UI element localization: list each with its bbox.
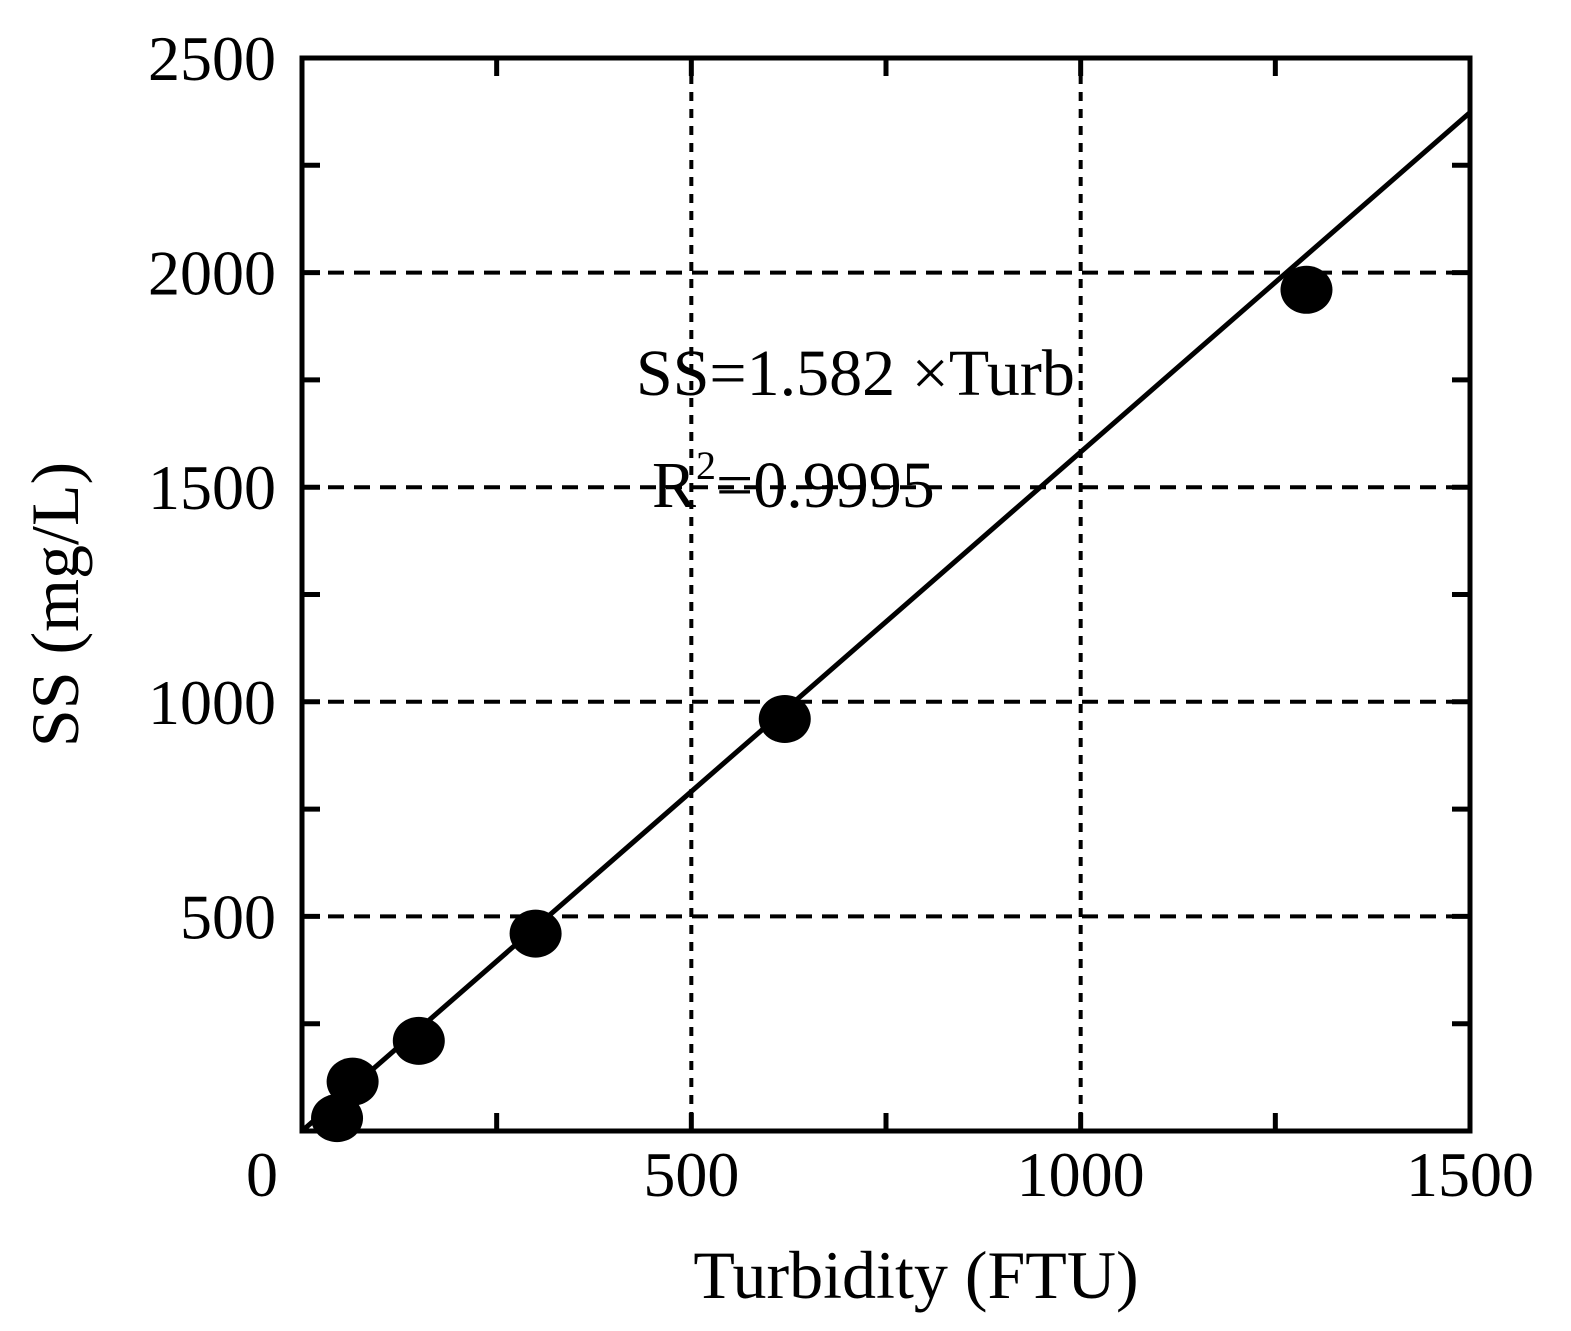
fit-line-group	[300, 110, 1472, 1133]
grid-lines	[302, 58, 1470, 1131]
data-point	[392, 1016, 445, 1065]
x-tick-label: 500	[643, 1139, 739, 1210]
y-tick-label: 2500	[148, 23, 276, 94]
x-axis-title: Turbidity (FTU)	[693, 1237, 1138, 1313]
y-tick-label: 2000	[148, 238, 276, 309]
x-tick-labels: 0 500 1000 1500	[246, 1139, 1534, 1210]
y-tick-label: 1000	[148, 667, 276, 738]
minor-ticks	[302, 58, 1470, 1131]
data-points	[311, 265, 1333, 1143]
x-tick-label: 0	[246, 1139, 278, 1210]
r-squared-superscript: 2	[696, 443, 716, 488]
x-tick-label: 1000	[1017, 1139, 1145, 1210]
plot-frame	[299, 55, 1473, 1134]
data-point	[509, 909, 562, 958]
r-squared-annotation: R2=0.9995	[652, 443, 935, 522]
y-axis-title: SS (mg/L)	[17, 462, 93, 747]
y-tick-label: 1500	[148, 452, 276, 523]
equation-annotation: SS=1.582 ×Turb	[636, 337, 1075, 410]
r-squared-value: =0.9995	[716, 449, 935, 522]
data-point	[758, 694, 811, 743]
fit-line	[300, 110, 1472, 1133]
x-tick-label: 1500	[1406, 1139, 1534, 1210]
y-tick-label: 500	[180, 881, 276, 952]
y-tick-labels: 500 1000 1500 2000 2500	[148, 23, 276, 952]
data-point	[1280, 265, 1333, 314]
data-point	[326, 1057, 379, 1106]
r-squared-base: R	[652, 449, 696, 522]
